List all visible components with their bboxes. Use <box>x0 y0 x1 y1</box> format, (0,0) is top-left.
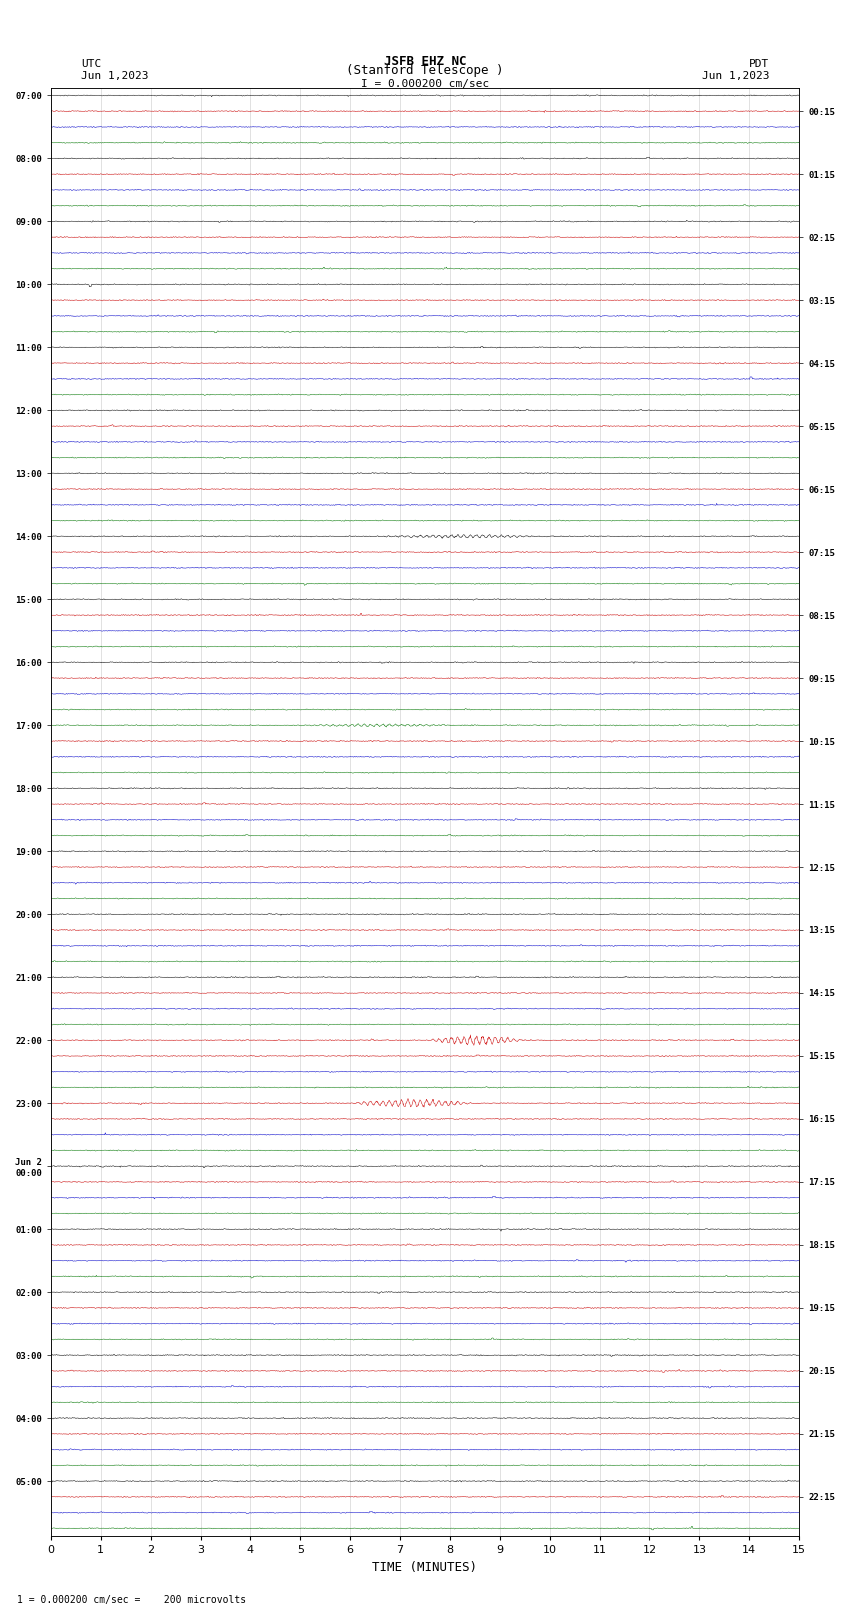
Text: UTC: UTC <box>81 60 101 69</box>
Text: I = 0.000200 cm/sec: I = 0.000200 cm/sec <box>361 79 489 89</box>
Text: 1 = 0.000200 cm/sec =    200 microvolts: 1 = 0.000200 cm/sec = 200 microvolts <box>17 1595 246 1605</box>
Text: JSFB EHZ NC: JSFB EHZ NC <box>383 55 467 68</box>
Text: (Stanford Telescope ): (Stanford Telescope ) <box>346 65 504 77</box>
Text: Jun 1,2023: Jun 1,2023 <box>702 71 769 81</box>
Text: Jun 1,2023: Jun 1,2023 <box>81 71 148 81</box>
X-axis label: TIME (MINUTES): TIME (MINUTES) <box>372 1561 478 1574</box>
Text: PDT: PDT <box>749 60 769 69</box>
